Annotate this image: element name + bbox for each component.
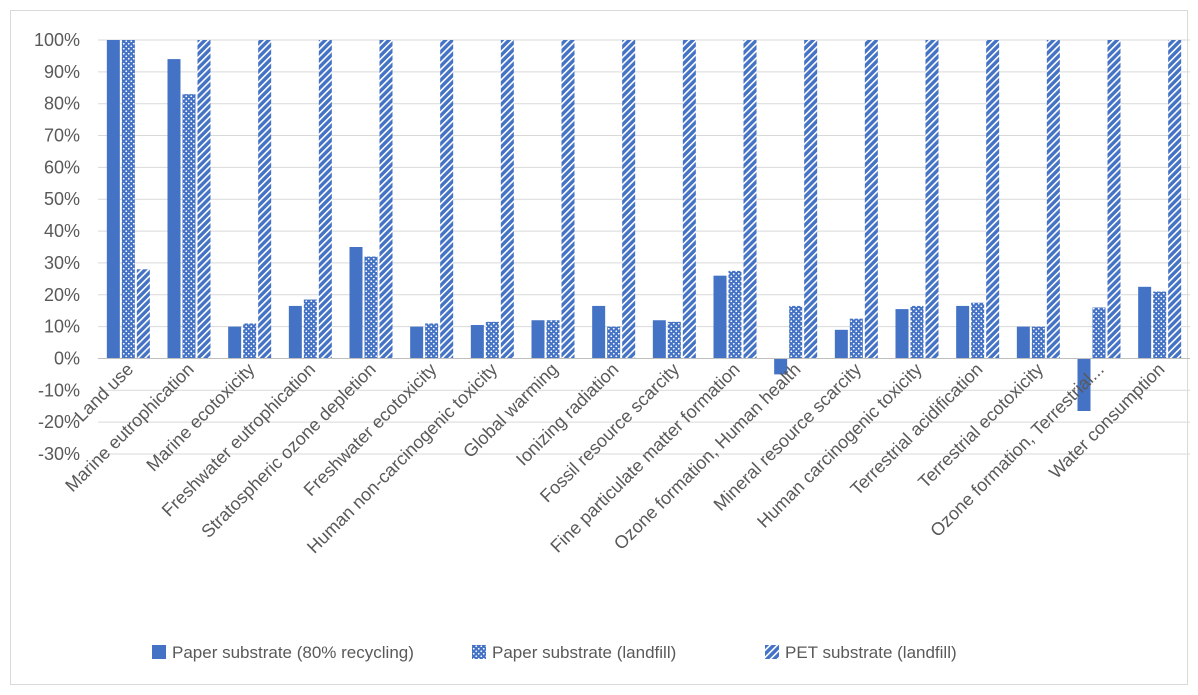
- bar-diagonal: [318, 40, 332, 359]
- bar-solid: [410, 326, 424, 359]
- bar-solid: [652, 320, 666, 359]
- bar-solid: [895, 309, 909, 359]
- bar-diagonal: [682, 40, 696, 359]
- bar-diagonal: [379, 40, 393, 359]
- category-label: Water consumption: [1045, 359, 1168, 482]
- y-tick-label: 30%: [44, 253, 80, 273]
- bar-solid: [713, 275, 727, 359]
- bar-dots: [1153, 291, 1167, 359]
- y-tick-label: 10%: [44, 317, 80, 337]
- bar-solid: [834, 329, 848, 359]
- bar-dots: [182, 94, 196, 359]
- bars: [106, 40, 1182, 412]
- bar-diagonal: [925, 40, 939, 359]
- bar-solid: [774, 358, 788, 375]
- bar-diagonal: [1107, 40, 1121, 359]
- y-tick-label: 0%: [54, 348, 80, 368]
- bar-dots: [485, 321, 499, 359]
- legend-label: Paper substrate (80% recycling): [172, 643, 414, 662]
- bar-dots: [121, 40, 135, 359]
- bar-solid: [106, 40, 120, 359]
- bar-dots: [425, 323, 439, 359]
- bar-dots: [303, 299, 317, 359]
- bar-diagonal: [1168, 40, 1182, 359]
- bar-solid: [531, 320, 545, 359]
- bar-dots: [849, 318, 863, 359]
- legend-swatch: [152, 645, 166, 659]
- y-tick-label: 70%: [44, 126, 80, 146]
- bar-dots: [910, 305, 924, 359]
- y-tick-label: 100%: [34, 30, 80, 50]
- bar-solid: [470, 325, 484, 359]
- bar-solid: [1138, 286, 1152, 359]
- bar-diagonal: [500, 40, 514, 359]
- bar-solid: [349, 247, 363, 359]
- bar-diagonal: [258, 40, 272, 359]
- legend: Paper substrate (80% recycling) Paper sub…: [152, 643, 957, 662]
- bar-dots: [243, 323, 257, 359]
- bar-diagonal: [986, 40, 1000, 359]
- bar-diagonal: [561, 40, 575, 359]
- y-tick-label: -10%: [38, 380, 80, 400]
- legend-label: Paper substrate (landfill): [492, 643, 676, 662]
- bar-solid: [167, 59, 181, 359]
- legend-label: PET substrate (landfill): [785, 643, 957, 662]
- legend-swatch: [765, 645, 779, 659]
- y-tick-label: 90%: [44, 62, 80, 82]
- bar-solid: [228, 326, 242, 359]
- bar-dots: [607, 326, 621, 359]
- bar-solid: [592, 305, 606, 359]
- y-tick-label: 40%: [44, 221, 80, 241]
- bar-dots: [546, 320, 560, 359]
- bar-solid: [1077, 358, 1091, 412]
- y-tick-label: -20%: [38, 412, 80, 432]
- category-label: Ionizing radiation: [512, 359, 622, 469]
- bar-dots: [971, 302, 985, 359]
- bar-diagonal: [864, 40, 878, 359]
- bar-dots: [667, 321, 681, 359]
- bar-diagonal: [440, 40, 454, 359]
- bar-diagonal: [804, 40, 818, 359]
- bar-dots: [364, 256, 378, 359]
- bar-solid: [1016, 326, 1030, 359]
- bar-diagonal: [136, 269, 150, 359]
- legend-swatch: [472, 645, 486, 659]
- bar-dots: [728, 270, 742, 359]
- y-tick-label: 50%: [44, 189, 80, 209]
- bar-diagonal: [1046, 40, 1060, 359]
- y-tick-label: 60%: [44, 157, 80, 177]
- bar-solid: [288, 305, 302, 359]
- y-tick-label: 20%: [44, 285, 80, 305]
- bar-dots: [1031, 326, 1045, 359]
- y-axis-ticks: 100% 90% 80% 70% 60% 50% 40% 30% 20% 10% 0% -10% -20…: [34, 30, 80, 464]
- bar-dots: [1092, 307, 1106, 359]
- bar-diagonal: [197, 40, 211, 359]
- bar-diagonal: [743, 40, 757, 359]
- y-tick-label: 80%: [44, 94, 80, 114]
- category-label: Marine ecotoxicity: [142, 359, 258, 475]
- bar-diagonal: [622, 40, 636, 359]
- bar-solid: [956, 305, 970, 359]
- y-tick-label: -30%: [38, 444, 80, 464]
- bar-dots: [789, 305, 803, 359]
- gridlines: [98, 39, 1190, 455]
